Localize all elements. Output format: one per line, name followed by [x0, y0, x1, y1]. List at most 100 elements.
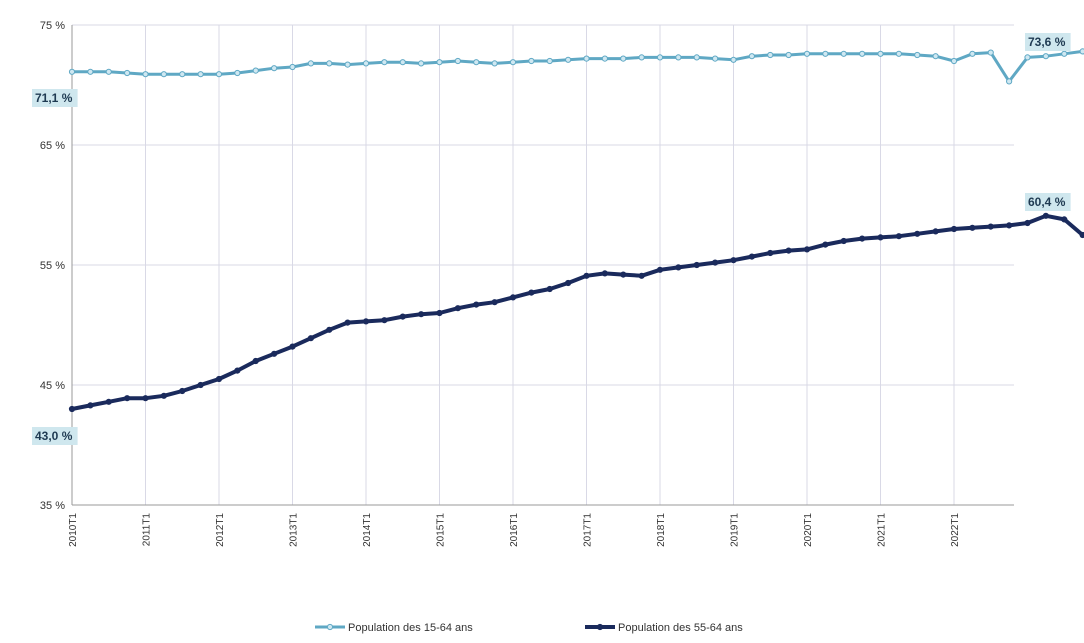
data-point [362, 318, 370, 325]
data-point [969, 50, 976, 57]
data-point [289, 343, 296, 350]
data-point [712, 259, 719, 266]
data-point [969, 224, 976, 231]
data-point [271, 350, 278, 357]
data-point [252, 67, 259, 74]
data-point [491, 299, 498, 306]
data-point [344, 61, 351, 68]
data-point [859, 235, 866, 242]
data-point [620, 55, 627, 62]
data-point [179, 387, 186, 395]
x-tick-label: 2010T1 [68, 513, 79, 547]
data-point [932, 228, 939, 235]
data-point [840, 237, 847, 245]
data-point [418, 60, 425, 67]
data-point [491, 60, 498, 67]
series-line-15-64 [72, 49, 1084, 83]
data-point [399, 59, 406, 66]
data-point [840, 50, 847, 57]
x-tick-label: 2018T1 [656, 513, 667, 547]
data-point [160, 392, 167, 399]
x-tick-label: 2019T1 [730, 513, 741, 547]
data-point [454, 57, 461, 65]
data-point [620, 271, 627, 278]
data-point [601, 55, 608, 62]
data-point [142, 71, 149, 78]
data-point [1061, 216, 1068, 223]
end-label-15-64-bg [1025, 33, 1071, 51]
y-tick-label: 55 % [40, 260, 65, 272]
legend-label-55-64: Population des 55-64 ans [618, 622, 743, 634]
x-axis-ticks: 2010T1 2011T1 2012T1 2013T1 2014T1 2015T1 2016… [68, 513, 961, 547]
data-point [197, 71, 204, 78]
data-point [950, 225, 958, 233]
data-point [307, 335, 314, 342]
data-point [362, 60, 370, 67]
x-tick-label: 2016T1 [509, 513, 520, 547]
data-point [748, 253, 755, 260]
data-point [877, 234, 884, 241]
data-point [160, 71, 167, 78]
data-point [730, 257, 737, 264]
data-point [656, 54, 664, 61]
end-label-55-64-bg [1025, 193, 1071, 211]
data-point [528, 289, 535, 296]
data-point [785, 51, 792, 59]
data-point [326, 60, 333, 67]
data-point [528, 57, 535, 65]
data-point [1042, 212, 1049, 219]
data-point [1024, 219, 1031, 227]
series-line-55-64 [71, 213, 1084, 411]
data-point [675, 264, 682, 271]
start-label-55-64: 43,0 % [35, 429, 73, 443]
x-tick-label: 2022T1 [950, 513, 961, 547]
x-tick-label: 2013T1 [289, 513, 300, 547]
data-point [326, 326, 333, 333]
data-point [767, 249, 774, 257]
x-tick-label: 2011T1 [142, 513, 153, 547]
legend-marker [326, 623, 334, 631]
legend: Population des 15-64 ans Population des 5… [315, 622, 743, 634]
data-point [234, 367, 241, 374]
data-point [767, 51, 774, 59]
start-label-55-64-bg [32, 427, 78, 445]
data-point [987, 223, 994, 230]
data-point [87, 402, 94, 409]
data-point [693, 261, 700, 269]
data-point [693, 54, 700, 61]
data-point [638, 272, 645, 279]
data-point [712, 55, 719, 62]
data-point [124, 69, 131, 77]
end-label-15-64: 73,6 % [1028, 35, 1066, 49]
data-point [271, 65, 278, 72]
data-point [124, 395, 131, 402]
data-point [473, 301, 480, 308]
legend-label-15-64: Population des 15-64 ans [348, 622, 473, 634]
data-point [822, 241, 829, 248]
chart-grid [71, 24, 1014, 506]
data-point [803, 50, 811, 57]
data-point [565, 56, 572, 63]
data-point [583, 55, 590, 62]
x-tick-label: 2014T1 [362, 513, 373, 547]
data-point [601, 270, 608, 277]
data-point [381, 317, 388, 324]
data-point [950, 57, 958, 65]
data-point [197, 381, 204, 389]
x-tick-label: 2017T1 [583, 513, 594, 547]
data-point [785, 247, 792, 254]
data-point [436, 59, 443, 66]
data-point [381, 59, 388, 66]
data-point [546, 285, 553, 293]
data-point [1079, 48, 1084, 55]
data-point [142, 395, 149, 402]
data-point [1061, 50, 1068, 57]
data-point [638, 54, 645, 61]
data-point [656, 266, 664, 273]
x-tick-label: 2021T1 [877, 513, 888, 547]
data-point [1042, 53, 1049, 60]
y-tick-label: 75 % [40, 20, 65, 32]
data-point [675, 54, 682, 61]
data-point [215, 375, 223, 383]
